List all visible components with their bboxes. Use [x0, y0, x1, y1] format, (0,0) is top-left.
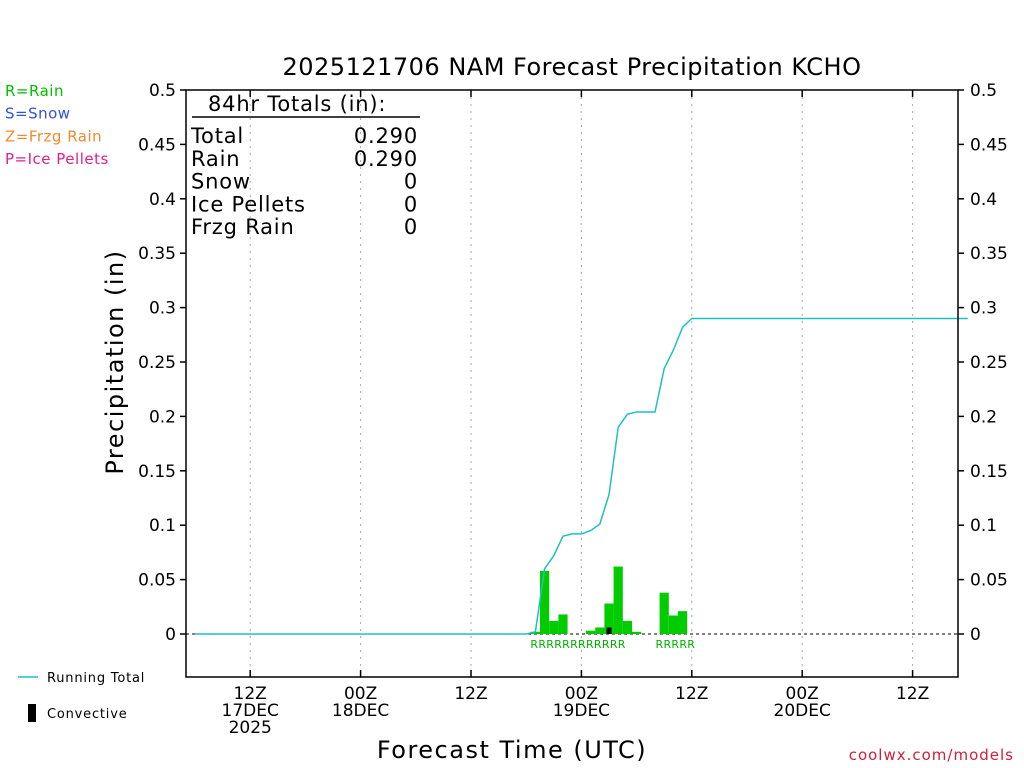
chart-title: 2025121706 NAM Forecast Precipitation KC… [283, 53, 862, 81]
x-tick-label: 00Z [786, 684, 819, 704]
x-tick-label: 12Z [454, 684, 487, 704]
running-total-line [195, 317, 968, 635]
grid-lines [186, 90, 958, 677]
totals-row-label: Total [190, 124, 244, 148]
x-tick-label: 00Z [344, 684, 377, 704]
plot-frame [185, 89, 959, 678]
y-tick-label-right: 0 [970, 625, 981, 645]
y-axis-label: Precipitation (in) [101, 249, 129, 474]
x-tick-label: 20DEC [774, 701, 831, 721]
totals-box: 84hr Totals (in): Total 0.290 Rain 0.290 Sno… [190, 92, 420, 239]
y-tick-label-right: 0.2 [970, 407, 997, 427]
rain-bar [613, 566, 623, 634]
rain-bar [549, 620, 559, 634]
bars-group [530, 566, 688, 634]
y-tick-label-right: 0.4 [970, 190, 997, 210]
rain-bar [595, 627, 605, 634]
x-tick-label: 17DEC [222, 701, 279, 721]
rain-bar [540, 570, 550, 634]
precip-type-labels: RRRRRRRRRRRR RRRRR [530, 638, 695, 651]
y-tick-label-left: 0.2 [149, 407, 176, 427]
convective-bar [606, 627, 612, 634]
y-tick-label-right: 0.35 [970, 244, 1008, 264]
rain-bar [604, 603, 614, 634]
totals-row-label: Rain [191, 147, 240, 171]
x-tick-label: 18DEC [332, 701, 389, 721]
x-tick-label: 00Z [565, 684, 598, 704]
totals-row-label: Frzg Rain [191, 215, 295, 239]
y-tick-label-right: 0.05 [970, 571, 1008, 591]
rain-bar [558, 614, 568, 634]
y-tick-label-right: 0.3 [970, 299, 997, 319]
y-tick-label-left: 0.4 [149, 190, 176, 210]
rain-bar [668, 615, 678, 634]
y-tick-label-left: 0.1 [149, 516, 176, 536]
convective-legend-label: Convective [47, 707, 128, 722]
y-tick-label-left: 0.3 [149, 299, 176, 319]
y-tick-label-left: 0 [165, 625, 176, 645]
rain-bar [678, 611, 688, 634]
y-axis-ticks: 0 00.05 0.050.1 0.10.15 0.150.2 0.20.25 0.250.… [138, 81, 1008, 645]
rain-bar [586, 630, 596, 634]
y-tick-label-right: 0.45 [970, 135, 1008, 155]
totals-row-value: 0 [404, 170, 418, 194]
precip-type-legend-item: P=Ice Pellets [5, 150, 109, 168]
y-tick-label-right: 0.5 [970, 81, 997, 101]
x-axis-label: Forecast Time (UTC) [377, 736, 647, 764]
y-tick-label-left: 0.05 [138, 571, 176, 591]
totals-row-label: Snow [191, 170, 251, 194]
y-tick-label-left: 0.25 [138, 353, 176, 373]
y-tick-label-right: 0.15 [970, 462, 1008, 482]
precip-type-string: RRRRR [656, 638, 696, 651]
totals-row-label: Ice Pellets [191, 192, 306, 216]
y-tick-label-left: 0.45 [138, 135, 176, 155]
credit-text: coolwx.com/models [849, 746, 1014, 764]
y-tick-label-right: 0.1 [970, 516, 997, 536]
x-tick-label: 2025 [229, 718, 272, 738]
totals-row-value: 0 [404, 215, 418, 239]
y-tick-label-right: 0.25 [970, 353, 1008, 373]
y-tick-label-left: 0.15 [138, 462, 176, 482]
precip-type-legend-item: Z=Frzg Rain [5, 127, 102, 145]
x-tick-label: 12Z [896, 684, 929, 704]
rain-bar [622, 620, 632, 634]
rain-bar [659, 592, 669, 634]
rain-bar [632, 631, 642, 634]
precip-type-legend-item: R=Rain [5, 82, 64, 100]
x-tick-label: 12Z [675, 684, 708, 704]
convective-legend-swatch [28, 704, 36, 722]
x-tick-label: 19DEC [553, 701, 610, 721]
x-tick-label: 12Z [234, 684, 267, 704]
rain-bar [530, 631, 540, 634]
y-tick-label-left: 0.5 [149, 81, 176, 101]
totals-row-value: 0 [404, 192, 418, 216]
precip-type-legend-item: S=Snow [5, 105, 71, 123]
precip-type-legend: R=Rain S=Snow Z=Frzg Rain P=Ice Pellets [5, 82, 109, 168]
totals-heading: 84hr Totals (in): [208, 92, 386, 116]
y-tick-label-left: 0.35 [138, 244, 176, 264]
totals-row-value: 0.290 [354, 124, 418, 148]
precip-type-string: RRRRRRRRRRRR [530, 638, 625, 651]
totals-row-value: 0.290 [354, 147, 418, 171]
running-total-legend-label: Running Total [47, 671, 145, 686]
